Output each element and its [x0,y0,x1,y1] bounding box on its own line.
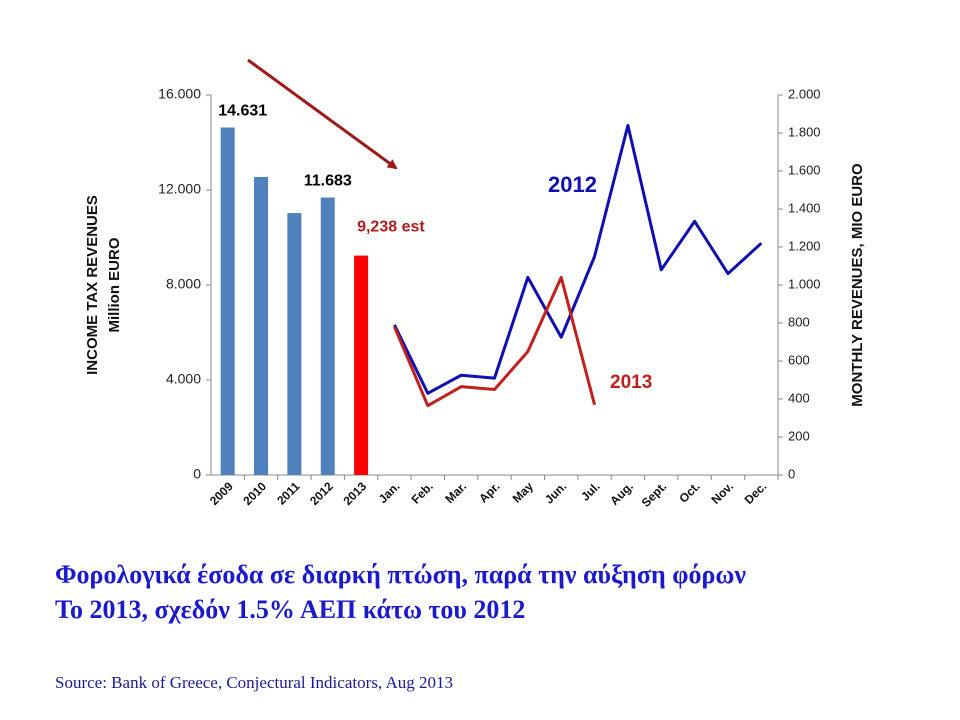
value-label: 9,238 est [357,219,425,236]
x-tick-label: 2010 [240,479,269,508]
line [393,275,597,408]
y2-tick-label: 600 [788,352,810,367]
y2-tick-label: 1.200 [788,238,821,253]
y-tick-label: 16.000 [158,86,201,102]
arrow [247,58,398,170]
x-tick-label: Jan. [376,479,403,506]
bar [287,213,302,475]
y2-tick-label: 0 [788,466,795,481]
x-tick-label: May [510,479,537,506]
series-label: 2013 [610,372,652,393]
y2-axis-title: MONTHLY REVENUES, MIO EURO [849,163,866,407]
y-axis-title: INCOME TAX REVENUES [84,195,101,375]
y2-tick-label: 200 [788,428,810,443]
y2-tick-label: 400 [788,390,810,405]
x-tick-label: 2013 [340,479,369,508]
note: Το 2013, σχεδόν 1.5% ΑΕΠ κάτω του 2012 [55,595,525,624]
line [393,123,763,395]
x-tick-label: Sept. [639,479,670,510]
x-tick-label: Nov. [708,479,736,507]
y-tick-label: 12.000 [158,181,201,197]
x-tick-label: Aug. [607,479,636,508]
x-tick-label: Apr. [476,479,502,505]
x-tick-label: 2009 [207,479,236,508]
x-tick-label: Mar. [442,479,469,506]
y-tick-label: 0 [193,466,201,482]
x-tick-label: 2011 [274,479,303,508]
bar [320,197,335,475]
bar [354,255,369,475]
y-tick-label: 4.000 [166,371,201,387]
y2-tick-label: 2.000 [788,86,821,101]
bar [254,176,269,475]
y2-tick-label: 1.000 [788,276,821,291]
x-tick-label: Dec. [742,479,770,507]
value-label: 14.631 [218,103,267,120]
x-tick-label: Jul. [578,479,603,504]
y2-tick-label: 1.800 [788,124,821,139]
x-tick-label: Feb. [409,479,436,506]
bar [220,127,235,476]
y-axis-title: Million EURO [106,237,123,332]
y2-tick-label: 1.600 [788,162,821,177]
value-label: 11.683 [304,173,352,190]
series-label: 2012 [548,172,597,197]
note: Φορολογικά έσοδα σε διαρκή πτώση, παρά τ… [55,560,746,589]
source: Source: Bank of Greece, Conjectural Indi… [55,673,453,692]
y2-tick-label: 800 [788,314,810,329]
y2-tick-label: 1.400 [788,200,821,215]
x-tick-label: Jun. [542,479,569,506]
x-tick-label: Oct. [676,479,702,505]
x-tick-label: 2012 [307,479,336,508]
y-tick-label: 8.000 [166,276,201,292]
